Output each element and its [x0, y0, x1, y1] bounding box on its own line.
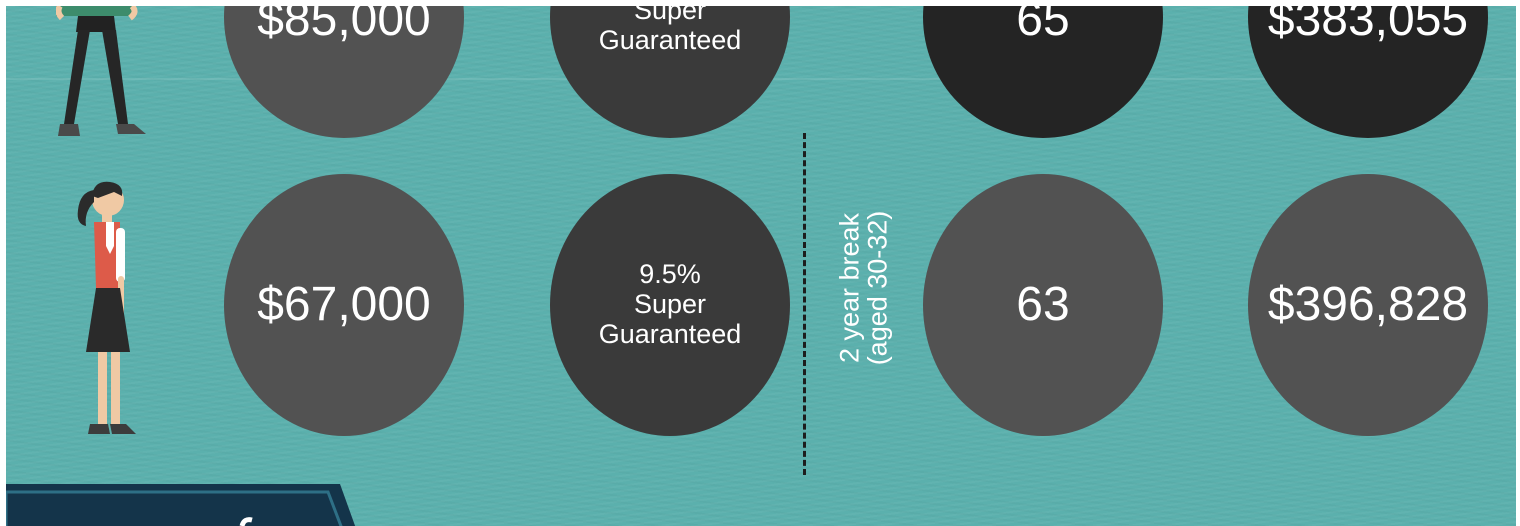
- career-break-line1: 2 year break: [834, 212, 865, 364]
- super-label-line2: Super: [633, 289, 707, 320]
- super-label-line1: 9.5%: [639, 259, 701, 290]
- salary-circle-man: $85,000: [224, 6, 464, 138]
- woman-figure-icon: [77, 181, 136, 434]
- super-balance-circle-woman: $396,828: [1248, 174, 1488, 436]
- salary-value: $67,000: [257, 278, 431, 331]
- super-circle-woman: 9.5% Super Guaranteed: [550, 174, 790, 436]
- infographic-panel: $85,000 Super Guaranteed 65 $383,055 $67…: [6, 6, 1516, 526]
- super-label-line2: Super: [633, 6, 707, 25]
- super-label-line3: Guaranteed: [598, 24, 742, 55]
- super-label: Super Guaranteed: [550, 6, 790, 55]
- super-balance-value: $396,828: [1267, 278, 1469, 331]
- super-label: 9.5% Super Guaranteed: [599, 260, 742, 349]
- super-circle-man: Super Guaranteed: [550, 6, 790, 138]
- retirement-age-circle-woman: 63: [923, 174, 1163, 436]
- salary-circle-woman: $67,000: [224, 174, 464, 436]
- retirement-age-circle-man: 65: [923, 6, 1163, 138]
- retirement-age-value: 63: [1016, 278, 1070, 331]
- salary-value: $85,000: [257, 6, 431, 46]
- section-banner: [6, 484, 356, 526]
- super-label-line3: Guaranteed: [598, 318, 742, 349]
- career-break-line2: (aged 30-32): [863, 210, 893, 366]
- super-balance-value: $383,055: [1267, 6, 1469, 46]
- super-balance-circle-man: $383,055: [1248, 6, 1488, 138]
- retirement-age-value: 65: [1016, 6, 1070, 46]
- career-break-divider: [803, 133, 806, 475]
- man-figure-icon: [56, 6, 146, 136]
